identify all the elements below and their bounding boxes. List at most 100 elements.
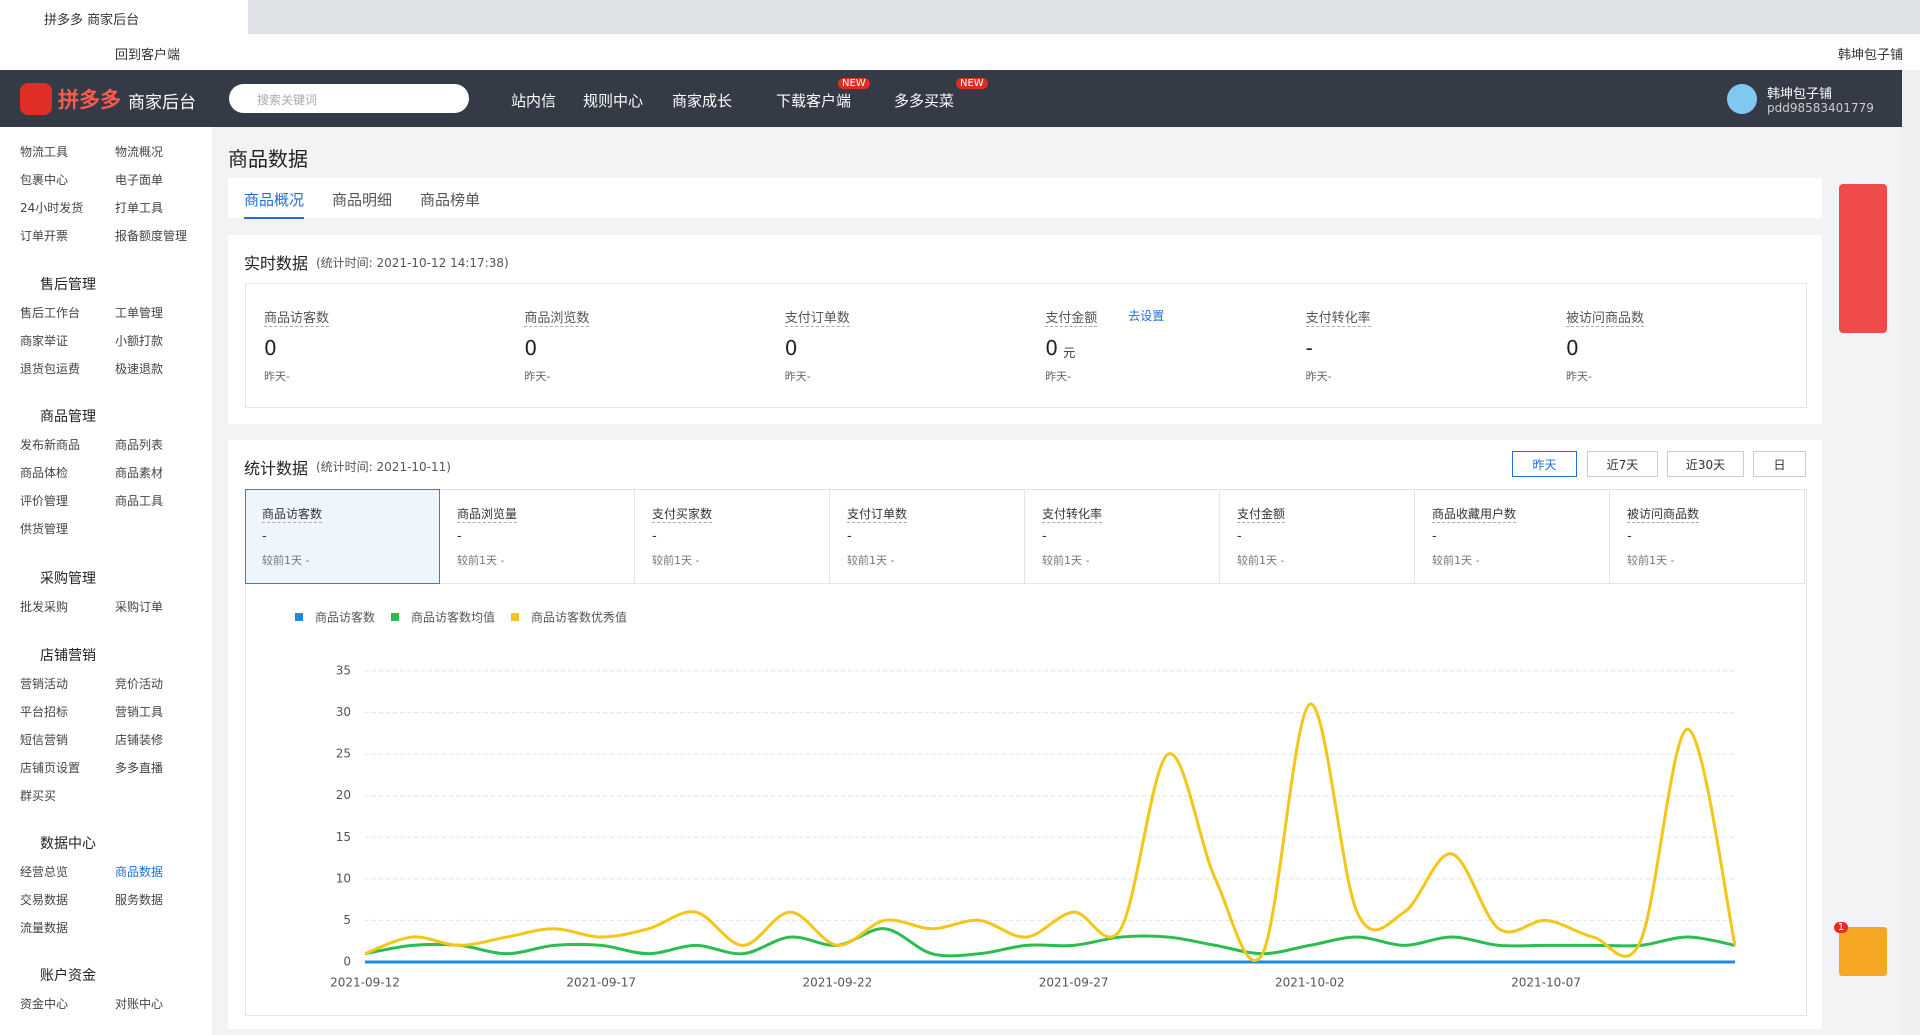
range-button[interactable]: 近30天 [1667, 451, 1744, 477]
stat-card[interactable] [245, 489, 440, 584]
stat-card[interactable] [440, 489, 635, 584]
metric-label: 支付订单数 [784, 307, 850, 327]
y-tick-label: 5 [343, 913, 351, 927]
menu-item[interactable]: 营销工具 [115, 705, 164, 719]
group-title[interactable]: 账户资金 [40, 968, 96, 984]
menu-item[interactable]: 采购订单 [115, 600, 164, 614]
metric-sub: 昨天- [264, 370, 290, 383]
section-title: 实时数据 [244, 254, 309, 273]
menu-item[interactable]: 退货包运费 [20, 362, 81, 376]
stat-card[interactable] [830, 489, 1025, 584]
user-id: pdd98583401779 [1767, 101, 1874, 115]
nav-item[interactable]: 下载客户端 [776, 92, 852, 110]
nav-item[interactable]: 站内信 [511, 92, 557, 110]
menu-item[interactable]: 订单开票 [20, 229, 69, 243]
series-line [364, 702, 1737, 963]
group-title[interactable]: 店铺营销 [40, 648, 96, 664]
menu-item[interactable]: 经营总览 [20, 865, 69, 879]
menu-item[interactable]: 服务数据 [115, 893, 164, 907]
menu-item[interactable]: 平台招标 [20, 705, 69, 719]
nav-item[interactable]: 规则中心 [583, 92, 644, 110]
menu-item[interactable]: 电子面单 [115, 173, 164, 187]
stat-sub: 较前1天 - [1237, 554, 1285, 567]
brand: 商家后台 [128, 93, 196, 113]
stat-label: 被访问商品数 [1627, 507, 1700, 523]
menu-item[interactable]: 对账中心 [115, 997, 164, 1011]
nav-item[interactable]: 多多买菜 [894, 92, 955, 110]
menu-item[interactable]: 商品素材 [115, 466, 164, 480]
y-tick-label: 10 [336, 871, 351, 885]
metric-label: 商品访客数 [264, 307, 330, 327]
menu-item[interactable]: 24小时发货 [20, 201, 84, 215]
metric-label: 商品浏览数 [524, 307, 590, 327]
back-link[interactable]: 回到客户端 [115, 48, 181, 63]
stat-card[interactable] [635, 489, 830, 584]
range-button[interactable]: 昨天 [1512, 451, 1577, 477]
group-title[interactable]: 售后管理 [40, 277, 96, 293]
legend-label: 商品访客数 [315, 610, 375, 625]
group-title[interactable]: 数据中心 [40, 836, 96, 852]
menu-item[interactable]: 短信营销 [20, 733, 69, 747]
y-tick-label: 20 [336, 788, 351, 802]
stat-card[interactable] [1610, 489, 1805, 584]
menu-item[interactable]: 售后工作台 [20, 306, 81, 320]
logo-icon [20, 83, 52, 115]
group-title[interactable]: 商品管理 [40, 409, 96, 425]
stat-value: - [457, 529, 462, 544]
menu-item[interactable]: 发布新商品 [20, 438, 81, 452]
menu-item[interactable]: 批发采购 [20, 600, 69, 614]
metric-sub: 昨天- [524, 370, 551, 383]
mail-button[interactable] [1839, 927, 1887, 976]
nav-item[interactable]: 商家成长 [672, 92, 733, 110]
stat-value: - [1042, 529, 1047, 544]
account: 韩坤包子铺 [1838, 48, 1904, 63]
stat-sub: 较前1天 - [652, 554, 700, 567]
avatar[interactable] [1727, 84, 1757, 114]
menu-item[interactable]: 营销活动 [20, 677, 69, 691]
menu-item[interactable]: 供货管理 [20, 522, 69, 536]
menu-item[interactable]: 商品体检 [20, 466, 69, 480]
menu-item[interactable]: 流量数据 [20, 921, 69, 935]
tab-link[interactable]: 商品明细 [332, 191, 393, 209]
x-tick-label: 2021-09-22 [803, 976, 873, 990]
scrollbar [1902, 70, 1920, 1035]
stat-card[interactable] [1025, 489, 1220, 584]
menu-item[interactable]: 小额打款 [115, 334, 164, 348]
menu-item[interactable]: 报备额度管理 [115, 229, 188, 243]
menu-item[interactable]: 打单工具 [115, 201, 164, 215]
menu-item[interactable]: 交易数据 [20, 893, 69, 907]
menu-item[interactable]: 极速退款 [115, 362, 164, 376]
side-widget[interactable] [1839, 184, 1887, 333]
set-link[interactable]: 去设置 [1128, 309, 1165, 323]
menu-item[interactable]: 店铺页设置 [20, 761, 81, 775]
menu-item[interactable]: 商家举证 [20, 334, 69, 348]
stat-sub: 较前1天 - [1042, 554, 1090, 567]
menu-item[interactable]: 物流工具 [20, 145, 69, 159]
menu-item[interactable]: 物流概况 [115, 145, 164, 159]
tab[interactable] [0, 0, 248, 34]
menu-item[interactable]: 竞价活动 [115, 677, 164, 691]
tab-link[interactable]: 商品概况 [244, 189, 305, 219]
stat-card[interactable] [1220, 489, 1415, 584]
tab-link[interactable]: 商品榜单 [420, 191, 481, 209]
stat-label: 支付转化率 [1042, 507, 1103, 523]
stats-box [245, 489, 1807, 1016]
menu-item[interactable]: 商品工具 [115, 494, 164, 508]
menu-item[interactable]: 群买买 [20, 789, 57, 803]
menu-item[interactable]: 包裹中心 [20, 173, 69, 187]
range-button[interactable]: 近7天 [1587, 451, 1658, 477]
menu-item[interactable]: 商品列表 [115, 438, 164, 452]
stat-label: 支付买家数 [652, 507, 713, 523]
menu-item[interactable]: 工单管理 [115, 306, 164, 320]
menu-item[interactable]: 多多直播 [115, 761, 164, 775]
stat-sub: 较前1天 - [457, 554, 505, 567]
menu-item[interactable]: 店铺装修 [115, 733, 164, 747]
stat-card[interactable] [1415, 489, 1610, 584]
range-button[interactable]: 日 [1753, 451, 1806, 477]
group-title[interactable]: 采购管理 [40, 571, 96, 587]
new-badge: NEW [956, 78, 988, 89]
menu-item[interactable]: 商品数据 [115, 865, 164, 879]
search-box[interactable] [229, 84, 469, 113]
menu-item[interactable]: 评价管理 [20, 494, 69, 508]
menu-item[interactable]: 资金中心 [20, 997, 69, 1011]
